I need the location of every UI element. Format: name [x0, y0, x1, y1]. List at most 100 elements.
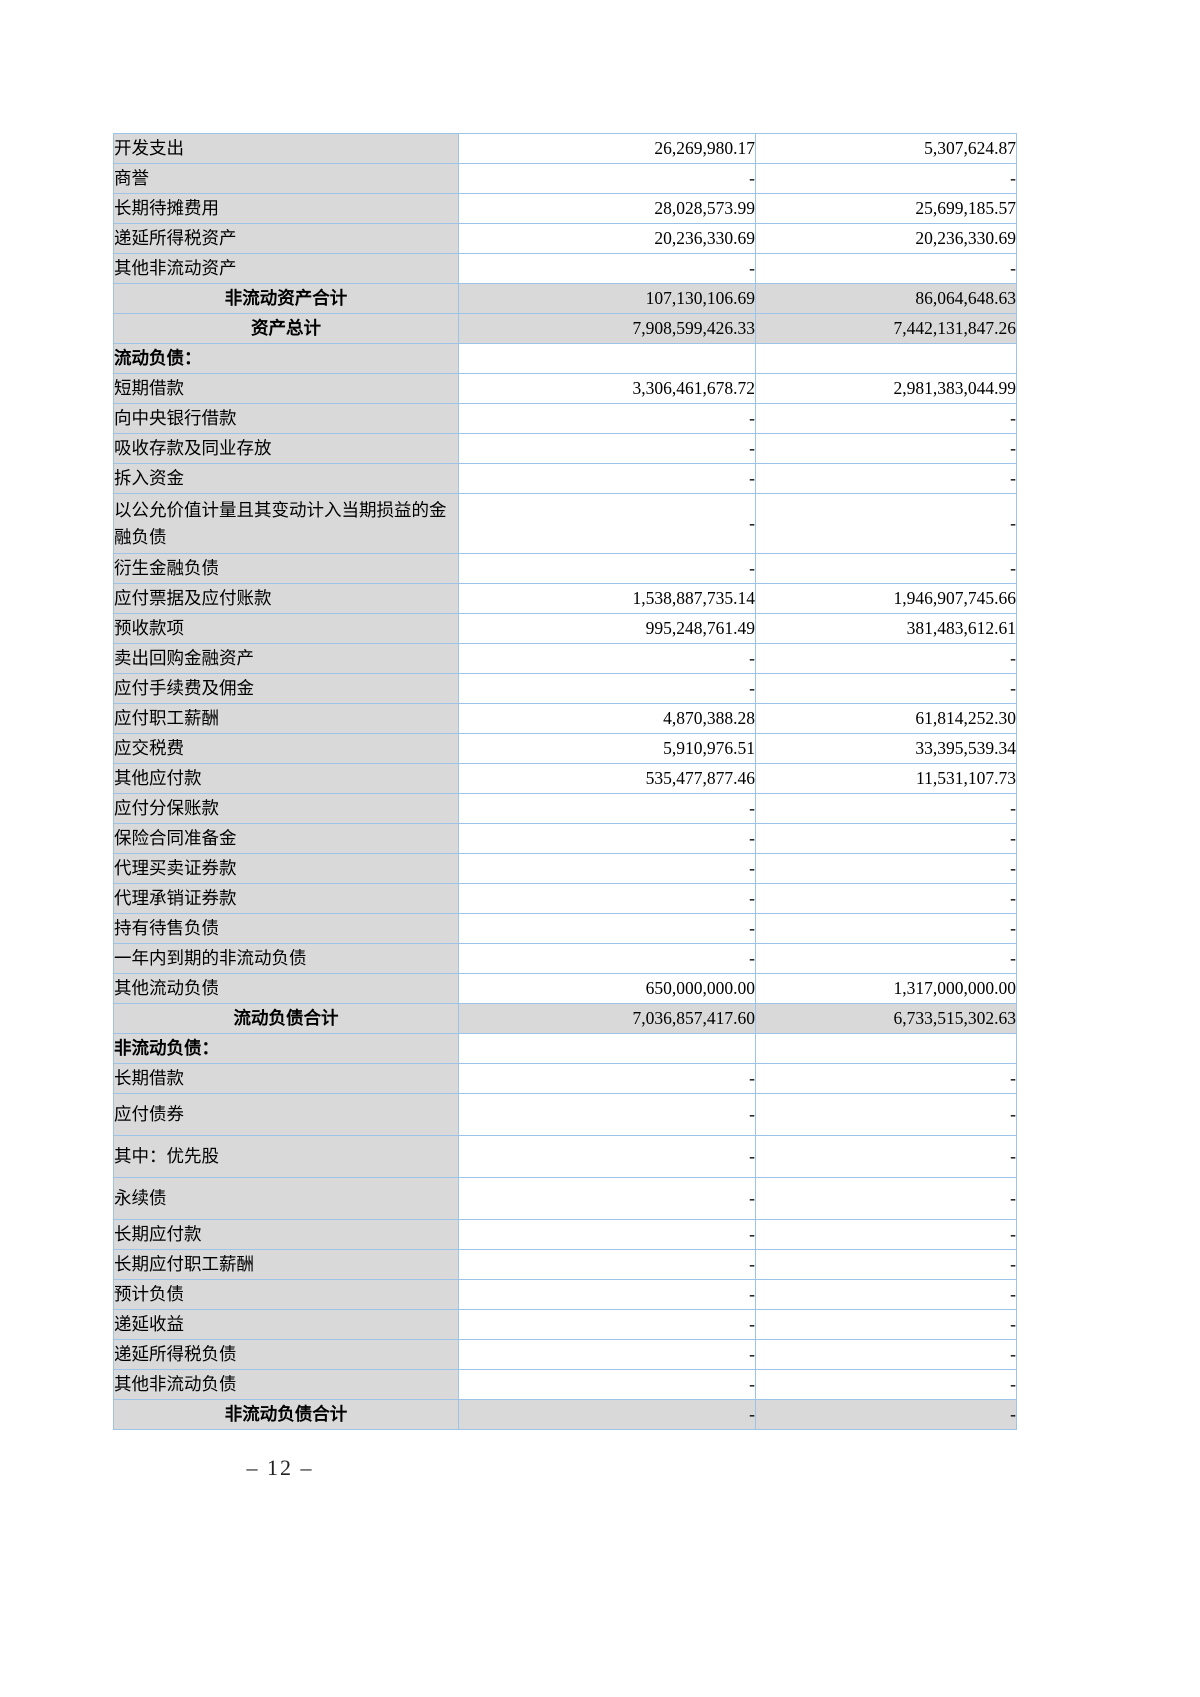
row-value-current-period: 20,236,330.69	[458, 223, 756, 254]
table-row: 其中：优先股 - -	[113, 1135, 1017, 1178]
row-value-current-period: -	[458, 793, 756, 824]
row-label: 非流动负债合计	[113, 1399, 459, 1430]
table-row: 拆入资金 - -	[113, 463, 1017, 494]
table-row: 预收款项 995,248,761.49 381,483,612.61	[113, 613, 1017, 644]
table-row: 代理承销证券款 - -	[113, 883, 1017, 914]
row-value-current-period: -	[458, 1279, 756, 1310]
row-value-current-period: -	[458, 823, 756, 854]
row-value-current-period: -	[458, 253, 756, 284]
row-label: 拆入资金	[113, 463, 459, 494]
row-label: 一年内到期的非流动负债	[113, 943, 459, 974]
row-value-current-period	[458, 1033, 756, 1064]
row-label: 长期应付款	[113, 1219, 459, 1250]
row-value-prior-period: -	[755, 1093, 1017, 1136]
row-value-current-period: -	[458, 1135, 756, 1178]
row-value-prior-period: 1,946,907,745.66	[755, 583, 1017, 614]
row-label: 代理买卖证券款	[113, 853, 459, 884]
table-row: 非流动资产合计 107,130,106.69 86,064,648.63	[113, 283, 1017, 314]
row-label: 其他应付款	[113, 763, 459, 794]
row-label: 开发支出	[113, 133, 459, 164]
table-row: 长期待摊费用 28,028,573.99 25,699,185.57	[113, 193, 1017, 224]
row-value-prior-period: -	[755, 1399, 1017, 1430]
row-value-current-period: -	[458, 1399, 756, 1430]
table-row: 应付债券 - -	[113, 1093, 1017, 1136]
row-value-prior-period: -	[755, 913, 1017, 944]
row-value-current-period: -	[458, 883, 756, 914]
row-value-prior-period: 7,442,131,847.26	[755, 313, 1017, 344]
row-label: 资产总计	[113, 313, 459, 344]
row-label: 长期应付职工薪酬	[113, 1249, 459, 1280]
row-label: 商誉	[113, 163, 459, 194]
row-value-current-period: -	[458, 1177, 756, 1220]
row-label: 应交税费	[113, 733, 459, 764]
row-label: 应付职工薪酬	[113, 703, 459, 734]
row-value-current-period: -	[458, 1369, 756, 1400]
row-value-current-period: -	[458, 433, 756, 464]
row-value-current-period: -	[458, 163, 756, 194]
row-value-current-period: 535,477,877.46	[458, 763, 756, 794]
row-label: 卖出回购金融资产	[113, 643, 459, 674]
row-value-current-period: 26,269,980.17	[458, 133, 756, 164]
row-value-current-period: 7,908,599,426.33	[458, 313, 756, 344]
row-value-prior-period: 20,236,330.69	[755, 223, 1017, 254]
row-value-current-period: 107,130,106.69	[458, 283, 756, 314]
table-row: 应付分保账款 - -	[113, 793, 1017, 824]
row-value-prior-period	[755, 1033, 1017, 1064]
row-value-prior-period: -	[755, 1279, 1017, 1310]
row-label: 其他流动负债	[113, 973, 459, 1004]
row-label: 以公允价值计量且其变动计入当期损益的金融负债	[113, 493, 459, 554]
row-value-current-period: 28,028,573.99	[458, 193, 756, 224]
row-value-current-period: -	[458, 1063, 756, 1094]
row-value-current-period: -	[458, 403, 756, 434]
row-value-prior-period: -	[755, 1219, 1017, 1250]
row-label: 其他非流动负债	[113, 1369, 459, 1400]
balance-sheet-body: 开发支出 26,269,980.17 5,307,624.87 商誉 - - 长期待摊费用 2…	[113, 133, 1017, 1430]
table-row: 递延所得税负债 - -	[113, 1339, 1017, 1370]
row-value-prior-period: -	[755, 463, 1017, 494]
row-value-prior-period: -	[755, 1177, 1017, 1220]
row-value-current-period: 650,000,000.00	[458, 973, 756, 1004]
row-value-prior-period: -	[755, 253, 1017, 284]
row-value-current-period: 995,248,761.49	[458, 613, 756, 644]
page-footer: – 12 –	[0, 1455, 1200, 1481]
row-label: 非流动负债：	[113, 1033, 459, 1064]
row-value-current-period: -	[458, 913, 756, 944]
row-label: 非流动资产合计	[113, 283, 459, 314]
table-row: 长期借款 - -	[113, 1063, 1017, 1094]
table-row: 永续债 - -	[113, 1177, 1017, 1220]
table-row: 其他非流动资产 - -	[113, 253, 1017, 284]
row-value-current-period: 4,870,388.28	[458, 703, 756, 734]
table-row: 短期借款 3,306,461,678.72 2,981,383,044.99	[113, 373, 1017, 404]
row-value-current-period: -	[458, 493, 756, 554]
row-label: 永续债	[113, 1177, 459, 1220]
row-label: 持有待售负债	[113, 913, 459, 944]
row-value-prior-period: -	[755, 823, 1017, 854]
row-value-prior-period	[755, 343, 1017, 374]
table-row: 非流动负债：	[113, 1033, 1017, 1064]
table-row: 流动负债合计 7,036,857,417.60 6,733,515,302.63	[113, 1003, 1017, 1034]
row-value-prior-period: -	[755, 163, 1017, 194]
table-row: 递延所得税资产 20,236,330.69 20,236,330.69	[113, 223, 1017, 254]
row-value-prior-period: 2,981,383,044.99	[755, 373, 1017, 404]
row-value-current-period	[458, 343, 756, 374]
row-value-prior-period: -	[755, 883, 1017, 914]
table-row: 其他流动负债 650,000,000.00 1,317,000,000.00	[113, 973, 1017, 1004]
row-value-current-period: -	[458, 1249, 756, 1280]
row-value-prior-period: -	[755, 1339, 1017, 1370]
row-value-current-period: 3,306,461,678.72	[458, 373, 756, 404]
row-label: 应付分保账款	[113, 793, 459, 824]
table-row: 递延收益 - -	[113, 1309, 1017, 1340]
table-row: 保险合同准备金 - -	[113, 823, 1017, 854]
row-label: 流动负债合计	[113, 1003, 459, 1034]
table-row: 应付职工薪酬 4,870,388.28 61,814,252.30	[113, 703, 1017, 734]
table-row: 长期应付职工薪酬 - -	[113, 1249, 1017, 1280]
row-label: 其他非流动资产	[113, 253, 459, 284]
row-value-current-period: -	[458, 643, 756, 674]
row-value-prior-period: 61,814,252.30	[755, 703, 1017, 734]
row-label: 应付债券	[113, 1093, 459, 1136]
row-label: 预计负债	[113, 1279, 459, 1310]
row-value-prior-period: -	[755, 643, 1017, 674]
row-value-current-period: -	[458, 1339, 756, 1370]
row-value-prior-period: -	[755, 673, 1017, 704]
table-row: 其他非流动负债 - -	[113, 1369, 1017, 1400]
